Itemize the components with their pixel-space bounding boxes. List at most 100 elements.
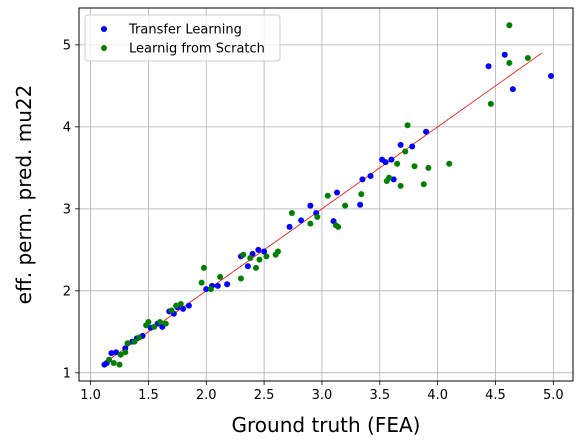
legend-label-transfer-learning: Transfer Learning — [128, 23, 242, 38]
plot-area-frame — [78, 7, 574, 382]
y-tick-label: 5 — [63, 38, 71, 53]
y-axis-ticks: 1 2 3 4 5 — [63, 38, 79, 381]
data-point — [117, 351, 124, 358]
data-point — [307, 220, 314, 227]
data-point — [185, 302, 192, 309]
data-point — [240, 251, 247, 258]
data-point — [420, 181, 427, 188]
data-point — [217, 273, 224, 280]
data-point — [122, 349, 129, 356]
data-point — [108, 350, 115, 357]
data-point — [288, 209, 295, 216]
data-point — [367, 173, 374, 180]
data-point — [162, 320, 169, 327]
data-point — [256, 256, 263, 263]
data-point — [382, 159, 389, 166]
data-point — [110, 359, 117, 366]
data-points — [101, 22, 555, 368]
y-tick-label: 2 — [63, 284, 71, 299]
data-point — [255, 246, 262, 253]
x-axis-label: Ground truth (FEA) — [232, 413, 421, 437]
grid-lines — [79, 8, 573, 381]
data-point — [506, 59, 513, 66]
data-point — [397, 141, 404, 148]
series-0 — [101, 51, 555, 368]
y-tick-label: 3 — [63, 202, 71, 217]
data-point — [124, 340, 131, 347]
data-point — [286, 223, 293, 230]
data-point — [203, 286, 210, 293]
data-point — [397, 182, 404, 189]
data-point — [358, 191, 365, 198]
data-point — [168, 307, 175, 314]
x-tick-label: 4.0 — [427, 388, 448, 403]
data-point — [548, 73, 555, 80]
data-point — [207, 286, 214, 293]
fit-line — [104, 52, 542, 364]
data-point — [388, 156, 395, 163]
data-point — [113, 349, 120, 356]
data-point — [298, 217, 305, 224]
data-point — [335, 223, 342, 230]
data-point — [333, 189, 340, 196]
data-point — [409, 143, 416, 150]
data-point — [244, 263, 251, 270]
data-point — [237, 275, 244, 282]
x-tick-label: 3.0 — [312, 388, 333, 403]
data-point — [404, 122, 411, 129]
data-point — [180, 305, 187, 312]
data-point — [214, 282, 221, 289]
data-point — [314, 214, 321, 221]
data-point — [423, 128, 430, 135]
legend-marker-learning-from-scratch — [101, 45, 107, 51]
data-point — [274, 248, 281, 255]
y-tick-label: 4 — [63, 120, 71, 135]
data-point — [253, 264, 260, 271]
data-point — [261, 248, 268, 255]
data-point — [386, 174, 393, 181]
data-point — [390, 176, 397, 183]
series-1 — [106, 22, 531, 368]
data-point — [324, 192, 331, 199]
data-point — [411, 163, 418, 170]
data-point — [501, 51, 508, 58]
data-point — [145, 318, 152, 325]
data-point — [122, 345, 129, 352]
data-point — [485, 63, 492, 70]
data-point — [131, 338, 138, 345]
data-point — [177, 300, 184, 307]
x-tick-label: 4.5 — [485, 388, 506, 403]
data-point — [151, 323, 158, 330]
data-point — [106, 356, 113, 363]
data-point — [198, 279, 205, 286]
data-point — [342, 202, 349, 209]
x-tick-label: 5.0 — [543, 388, 564, 403]
data-point — [506, 22, 513, 29]
x-tick-label: 2.5 — [254, 388, 275, 403]
data-point — [247, 255, 254, 262]
data-point — [200, 264, 207, 271]
y-tick-label: 1 — [63, 366, 71, 381]
legend-label-learning-from-scratch: Learnig from Scratch — [129, 42, 265, 57]
data-point — [359, 176, 366, 183]
x-tick-label: 2.0 — [196, 388, 217, 403]
legend: Transfer Learning Learnig from Scratch — [84, 14, 281, 62]
x-tick-label: 1.0 — [80, 388, 101, 403]
data-point — [402, 148, 409, 155]
legend-box — [84, 14, 281, 62]
data-point — [524, 55, 531, 62]
data-point — [487, 100, 494, 107]
legend-marker-transfer-learning — [101, 26, 107, 32]
x-axis-ticks: 1.0 1.5 2.0 2.5 3.0 3.5 4.0 4.5 5.0 — [80, 381, 564, 403]
x-tick-label: 1.5 — [138, 388, 159, 403]
x-tick-label: 3.5 — [369, 388, 390, 403]
data-point — [509, 86, 516, 93]
data-point — [425, 164, 432, 171]
data-point — [263, 253, 270, 260]
fit-line-layer — [104, 52, 542, 364]
y-axis-label: eff. perm. pred. mu22 — [12, 85, 36, 305]
data-point — [224, 281, 231, 288]
data-point — [357, 201, 364, 208]
data-point — [173, 302, 180, 309]
